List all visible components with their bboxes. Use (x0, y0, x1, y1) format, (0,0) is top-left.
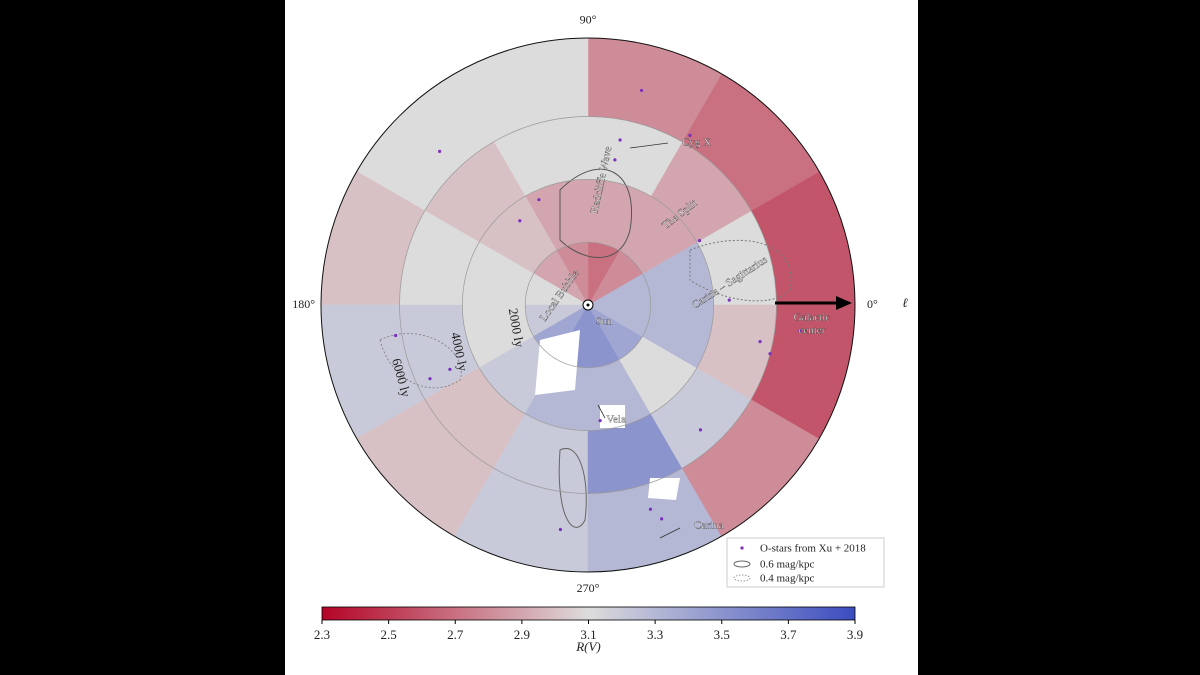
star (768, 352, 772, 356)
angle-label: 180° (292, 297, 315, 311)
ring (524, 241, 652, 369)
angle-label: 0° (867, 297, 878, 311)
colorbar-tick-label: 3.9 (847, 627, 863, 642)
colorbar-tick-label: 2.7 (447, 627, 464, 642)
outer-edge (320, 37, 856, 573)
annotation-pointer (597, 404, 606, 419)
annotation: center (799, 325, 826, 337)
contours (379, 168, 792, 528)
blank (535, 330, 680, 500)
star (438, 149, 442, 153)
star (697, 239, 702, 243)
colorbar-label: R(V) (575, 639, 601, 654)
star (688, 133, 692, 137)
legend-contour (733, 560, 751, 568)
star (758, 339, 762, 344)
star (648, 507, 653, 511)
star (598, 418, 602, 423)
ring (399, 116, 777, 494)
star (727, 298, 731, 302)
colorbar-tick-label: 3.5 (714, 627, 730, 642)
star (639, 88, 644, 93)
sun-dot (586, 303, 590, 307)
colorbar-tick-label: 3.3 (647, 627, 663, 642)
star (518, 219, 522, 223)
star (448, 367, 452, 371)
legend-marker (740, 546, 744, 550)
legend-label: 0.6 mag/kpc (760, 559, 814, 571)
annotation: Carina (694, 520, 723, 532)
angle-label: 270° (577, 581, 600, 595)
star (798, 329, 802, 333)
colorbar-tick-label: 2.5 (381, 627, 397, 642)
angle-axis-label: ℓ (902, 295, 908, 310)
arrow-head (836, 296, 852, 310)
contour (558, 447, 587, 528)
heatmap (320, 37, 856, 573)
star (698, 428, 703, 432)
contour (559, 168, 632, 258)
ring (462, 179, 714, 431)
annotation: Cyg X (682, 137, 711, 149)
colorbar-tick-label: 2.9 (514, 627, 530, 642)
star (537, 198, 541, 202)
colorbar-tick-label: 3.1 (580, 627, 596, 642)
annotation-pointer (629, 142, 669, 149)
star (660, 517, 664, 521)
legend-contour (733, 574, 751, 582)
annotation: Galactic (794, 312, 831, 324)
contour (379, 333, 462, 389)
annotation: Sun (595, 316, 613, 328)
angle-label: 90° (580, 12, 597, 26)
legend-label: 0.4 mag/kpc (760, 573, 814, 585)
ring-label: 2000 ly (506, 307, 528, 349)
star (558, 527, 563, 532)
colorbar (321, 606, 856, 621)
legend-box (726, 537, 885, 588)
contour (689, 239, 792, 302)
annotation: Vela (606, 414, 626, 426)
star (428, 377, 432, 381)
colorbar-tick-label: 3.7 (780, 627, 797, 642)
annotation-pointer (659, 527, 681, 539)
star (394, 333, 398, 338)
star (618, 138, 622, 142)
star (613, 158, 617, 162)
legend-label: O-stars from Xu + 2018 (760, 543, 866, 555)
colorbar-tick-label: 2.3 (314, 627, 330, 642)
